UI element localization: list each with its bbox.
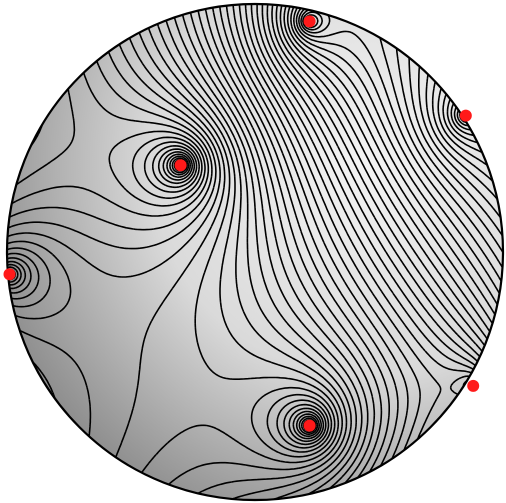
point-right-lower <box>467 379 480 392</box>
contour-level-20 <box>7 4 343 500</box>
contour-level-25 <box>7 4 369 500</box>
contour-level-17 <box>7 4 333 500</box>
point-bottom <box>303 419 316 432</box>
contour-level-21 <box>7 4 348 500</box>
contour-level-45 <box>295 4 503 500</box>
contour-level-55 <box>446 5 503 155</box>
contour-level-18 <box>7 4 336 500</box>
point-right-upper <box>459 109 472 122</box>
contour-level-23 <box>7 4 357 500</box>
point-left <box>3 268 16 281</box>
contour-level-16 <box>7 4 330 500</box>
sphere-body <box>7 4 503 500</box>
contour-level-27 <box>7 4 383 500</box>
contour-level-19 <box>7 4 340 500</box>
contour-level-5 <box>171 157 188 174</box>
contour-level-24 <box>7 4 363 500</box>
critical-points <box>3 15 480 432</box>
point-top <box>303 15 316 28</box>
point-center <box>174 159 187 172</box>
contour-level-26 <box>7 4 376 500</box>
contour-level-28 <box>210 4 390 500</box>
contour-level-44 <box>293 4 503 500</box>
contour-level-43 <box>290 4 503 500</box>
sphere-outline <box>5 2 505 502</box>
contour-level-22 <box>7 4 352 500</box>
